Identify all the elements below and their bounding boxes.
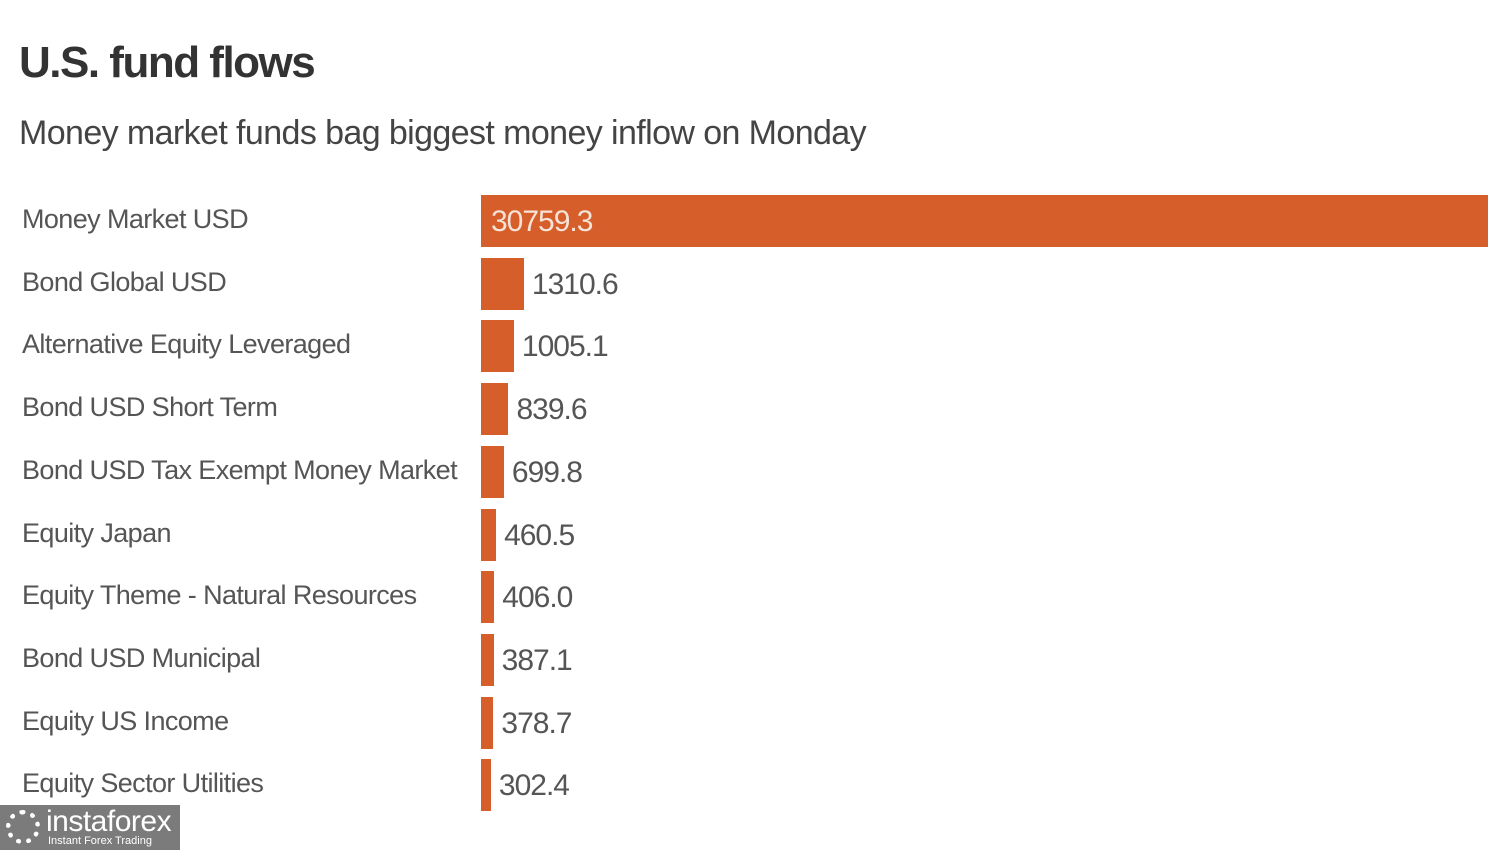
- category-label: Bond USD Short Term: [22, 392, 278, 423]
- value-label: 406.0: [502, 581, 573, 615]
- value-label: 30759.3: [491, 205, 593, 238]
- value-label: 1310.6: [531, 267, 619, 301]
- chart-title: U.S. fund flows: [19, 38, 316, 87]
- bar: [481, 257, 524, 310]
- category-label: Bond Global USD: [22, 266, 227, 297]
- category-label: Equity Theme - Natural Resources: [22, 580, 417, 611]
- watermark-name: instaforex: [46, 805, 172, 838]
- value-label: 1005.1: [521, 330, 609, 364]
- bar: [481, 571, 495, 624]
- category-label: Bond USD Municipal: [22, 642, 261, 673]
- bar: [481, 383, 509, 436]
- category-label: Bond USD Tax Exempt Money Market: [22, 454, 458, 485]
- value-label: 460.5: [504, 518, 575, 552]
- bar: [481, 508, 497, 561]
- bar: [481, 759, 491, 812]
- value-label: 378.7: [501, 706, 572, 740]
- chart-subtitle: Money market funds bag biggest money inf…: [19, 114, 867, 152]
- bar: [481, 195, 1488, 247]
- bar: [481, 633, 494, 686]
- bar: [481, 320, 514, 373]
- bar: [481, 696, 494, 749]
- value-label: 387.1: [501, 643, 573, 677]
- bar: [481, 445, 504, 498]
- category-label: Alternative Equity Leveraged: [22, 329, 351, 360]
- category-label: Equity Sector Utilities: [22, 768, 264, 799]
- value-label: 302.4: [498, 769, 570, 803]
- value-label: 699.8: [511, 455, 583, 489]
- category-label: Money Market USD: [22, 204, 249, 234]
- watermark-tagline: Instant Forex Trading: [48, 835, 152, 847]
- category-label: Equity US Income: [22, 705, 229, 736]
- gear-logo-icon: [6, 810, 40, 844]
- instaforex-watermark: instaforex Instant Forex Trading: [0, 805, 180, 850]
- value-label: 839.6: [516, 393, 587, 427]
- category-label: Equity Japan: [22, 517, 172, 548]
